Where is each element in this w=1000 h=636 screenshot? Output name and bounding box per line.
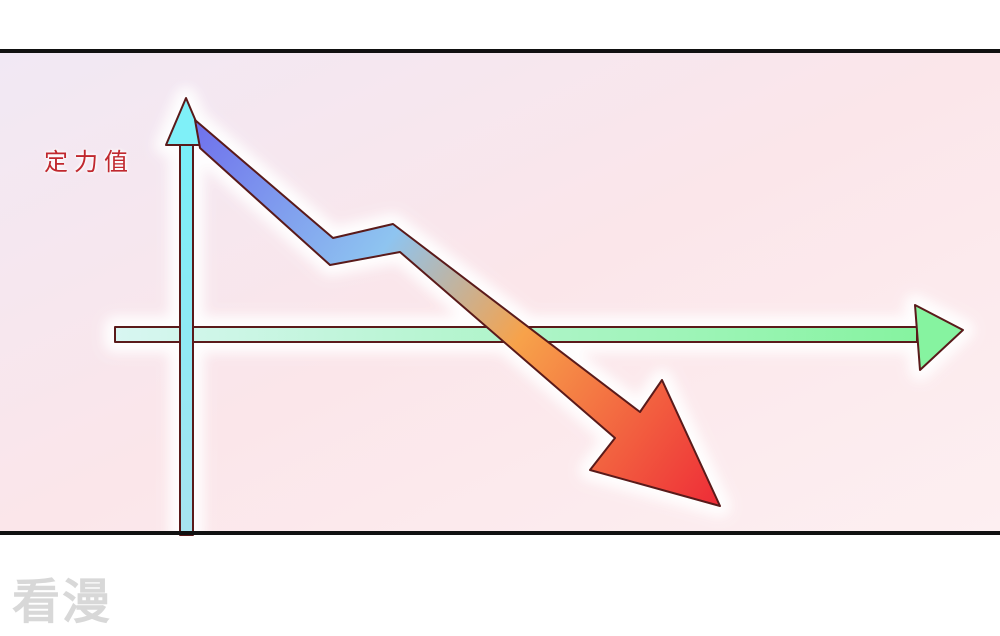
watermark: 看漫 — [12, 574, 113, 630]
declining-trend-arrow — [194, 119, 721, 507]
vertical-axis-arrow — [165, 97, 207, 536]
axis-label: 定力值 — [44, 148, 134, 176]
